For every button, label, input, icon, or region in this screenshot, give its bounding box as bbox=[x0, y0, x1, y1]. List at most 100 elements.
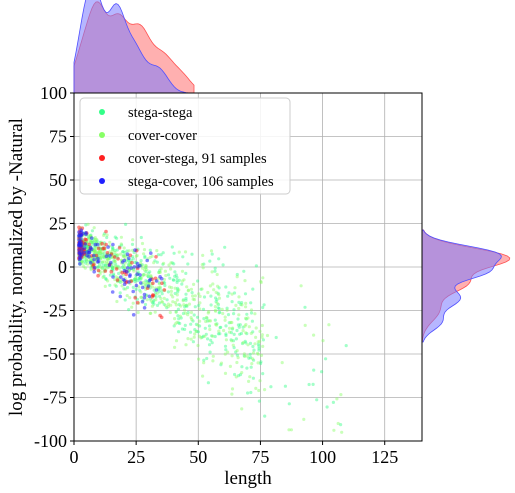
scatter-point bbox=[202, 358, 206, 362]
scatter-point bbox=[119, 235, 123, 239]
scatter-point bbox=[177, 288, 181, 292]
scatter-point bbox=[176, 288, 180, 292]
scatter-point bbox=[145, 258, 149, 263]
scatter-point bbox=[190, 317, 194, 322]
scatter-point bbox=[207, 324, 212, 328]
scatter-point bbox=[143, 282, 147, 286]
scatter-point bbox=[157, 282, 161, 286]
scatter-point bbox=[182, 308, 187, 312]
scatter-point bbox=[122, 258, 127, 263]
scatter-point bbox=[110, 265, 114, 269]
scatter-point bbox=[77, 244, 81, 248]
scatter-point bbox=[257, 388, 261, 393]
scatter-point bbox=[82, 250, 86, 255]
scatter-point bbox=[122, 287, 126, 291]
scatter-point bbox=[139, 259, 143, 263]
scatter-point bbox=[93, 239, 97, 243]
scatter-point bbox=[121, 250, 125, 254]
scatter-point bbox=[86, 262, 90, 266]
scatter-point bbox=[159, 267, 163, 271]
scatter-point bbox=[259, 280, 263, 285]
scatter-point bbox=[226, 350, 230, 354]
scatter-point bbox=[221, 263, 225, 267]
scatter-point bbox=[148, 248, 152, 252]
scatter-point bbox=[197, 303, 201, 308]
scatter-point bbox=[184, 271, 188, 275]
scatter-point bbox=[100, 260, 104, 264]
scatter-point bbox=[157, 290, 161, 294]
scatter-point bbox=[241, 341, 245, 345]
scatter-point bbox=[146, 275, 150, 279]
scatter-point bbox=[106, 257, 110, 261]
scatter-point bbox=[245, 354, 249, 358]
scatter-point bbox=[244, 301, 248, 305]
scatter-point bbox=[153, 276, 158, 281]
scatter-point bbox=[189, 287, 193, 291]
scatter-point bbox=[287, 428, 291, 432]
scatter-point bbox=[113, 248, 117, 253]
scatter-point bbox=[102, 260, 106, 264]
scatter-point bbox=[140, 299, 145, 304]
scatter-point bbox=[163, 281, 167, 285]
scatter-point bbox=[245, 332, 249, 336]
y-tick-label: 50 bbox=[49, 170, 67, 190]
scatter-point bbox=[227, 321, 231, 325]
scatter-point bbox=[100, 252, 104, 256]
scatter-point bbox=[224, 333, 228, 338]
scatter-point bbox=[104, 277, 108, 281]
y-tick-label: -50 bbox=[43, 344, 67, 364]
scatter-point bbox=[312, 368, 316, 372]
scatter-point bbox=[196, 323, 200, 327]
scatter-point bbox=[181, 311, 185, 316]
scatter-point bbox=[116, 257, 120, 261]
scatter-point bbox=[180, 282, 184, 286]
scatter-point bbox=[92, 226, 96, 230]
scatter-point bbox=[198, 324, 202, 328]
scatter-point bbox=[98, 252, 102, 256]
scatter-point bbox=[261, 276, 265, 280]
scatter-point bbox=[208, 284, 212, 288]
right-kde-stega-cover bbox=[421, 229, 502, 343]
scatter-point bbox=[214, 322, 218, 326]
scatter-point bbox=[215, 322, 219, 326]
scatter-point bbox=[144, 279, 148, 283]
scatter-point bbox=[325, 405, 329, 409]
scatter-point bbox=[162, 277, 166, 282]
scatter-point bbox=[289, 428, 293, 432]
scatter-point bbox=[174, 339, 179, 343]
scatter-point bbox=[332, 428, 336, 432]
scatter-point bbox=[198, 294, 202, 298]
scatter-point bbox=[142, 306, 147, 310]
legend-label: cover-cover bbox=[128, 128, 197, 144]
scatter-point bbox=[303, 305, 307, 309]
scatter-point bbox=[197, 357, 201, 361]
scatter-point bbox=[196, 330, 200, 334]
scatter-point bbox=[226, 294, 230, 298]
scatter-point bbox=[244, 317, 248, 321]
y-axis-label: log probability, normalized by -Natural bbox=[6, 118, 27, 416]
scatter-point bbox=[199, 336, 203, 340]
scatter-point bbox=[148, 255, 152, 259]
scatter-point bbox=[151, 293, 156, 298]
scatter-point bbox=[214, 323, 219, 327]
scatter-point bbox=[127, 259, 131, 263]
scatter-point bbox=[99, 255, 103, 259]
scatter-point bbox=[143, 254, 147, 258]
scatter-point bbox=[98, 249, 102, 254]
scatter-point bbox=[85, 246, 89, 250]
scatter-point bbox=[130, 242, 135, 246]
scatter-point bbox=[177, 330, 181, 334]
scatter-point bbox=[217, 257, 221, 261]
scatter-point bbox=[83, 266, 87, 270]
scatter-point bbox=[176, 321, 181, 325]
scatter-point bbox=[97, 250, 101, 254]
scatter-point bbox=[215, 301, 219, 305]
scatter-point bbox=[339, 393, 343, 397]
scatter-point bbox=[336, 421, 340, 426]
scatter-point bbox=[209, 294, 213, 298]
scatter-point bbox=[131, 301, 135, 305]
scatter-point bbox=[84, 231, 88, 235]
scatter-point bbox=[327, 323, 331, 327]
scatter-point bbox=[96, 250, 101, 254]
scatter-point bbox=[218, 310, 222, 314]
